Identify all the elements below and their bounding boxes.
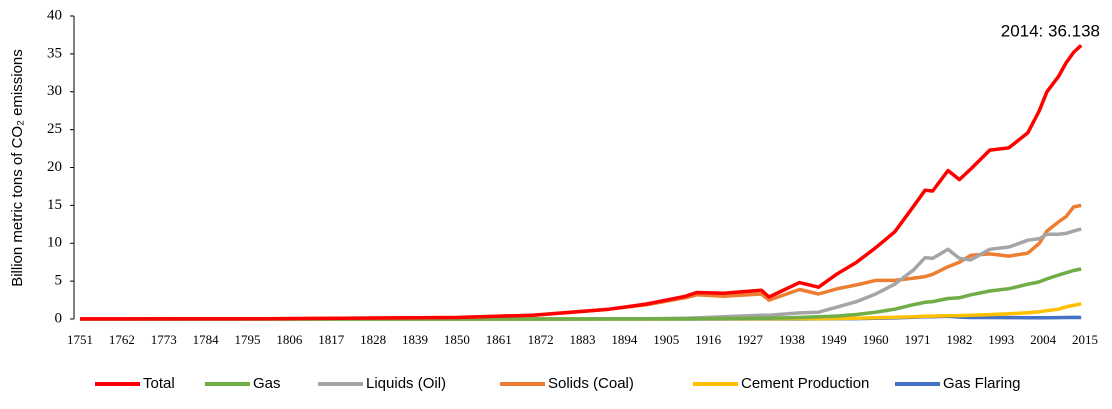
x-tick-label: 1872 — [528, 332, 554, 347]
x-tick-label: 1784 — [193, 332, 220, 347]
x-tick-label: 1883 — [570, 332, 596, 347]
y-tick-label: 40 — [47, 7, 62, 23]
x-tick-label: 1960 — [863, 332, 889, 347]
y-tick-label: 25 — [47, 121, 62, 137]
legend-label: Liquids (Oil) — [366, 375, 446, 392]
y-tick-label: 15 — [47, 197, 62, 213]
x-tick-label: 1817 — [318, 332, 345, 347]
x-tick-label: 1751 — [67, 332, 93, 347]
legend-label: Solids (Coal) — [548, 375, 634, 392]
x-tick-label: 1795 — [235, 332, 261, 347]
x-tick-label: 1949 — [821, 332, 847, 347]
x-tick-label: 1916 — [695, 332, 722, 347]
x-tick-label: 1828 — [360, 332, 386, 347]
y-tick-label: 10 — [47, 235, 62, 251]
x-tick-label: 1993 — [988, 332, 1014, 347]
y-tick-label: 0 — [55, 310, 63, 326]
x-tick-label: 1927 — [737, 332, 764, 347]
x-tick-label: 1839 — [402, 332, 428, 347]
x-tick-label: 1982 — [946, 332, 972, 347]
y-tick-label: 35 — [47, 45, 62, 61]
x-tick-label: 1861 — [486, 332, 512, 347]
legend-label: Gas — [253, 375, 281, 392]
x-tick-label: 1938 — [779, 332, 805, 347]
series-line — [80, 267, 1082, 321]
y-tick-label: 20 — [47, 159, 62, 175]
annotation: 2014: 36.138 — [1001, 21, 1100, 40]
legend-label: Total — [143, 375, 175, 392]
y-axis-title: Billion metric tons of CO₂ emissions — [9, 49, 26, 287]
x-tick-label: 1773 — [151, 332, 177, 347]
y-tick-label: 30 — [47, 83, 62, 99]
x-tick-label: 1905 — [653, 332, 679, 347]
y-tick-label: 5 — [55, 273, 63, 289]
x-tick-label: 2004 — [1030, 332, 1057, 347]
legend-label: Gas Flaring — [943, 375, 1021, 392]
x-tick-label: 1850 — [444, 332, 470, 347]
series-line — [79, 44, 1083, 321]
x-tick-label: 1762 — [109, 332, 135, 347]
x-tick-label: 1806 — [276, 332, 303, 347]
legend-label: Cement Production — [741, 375, 869, 392]
x-tick-label: 1894 — [611, 332, 638, 347]
x-tick-label: 1971 — [905, 332, 931, 347]
x-tick-label: 2015 — [1072, 332, 1098, 347]
